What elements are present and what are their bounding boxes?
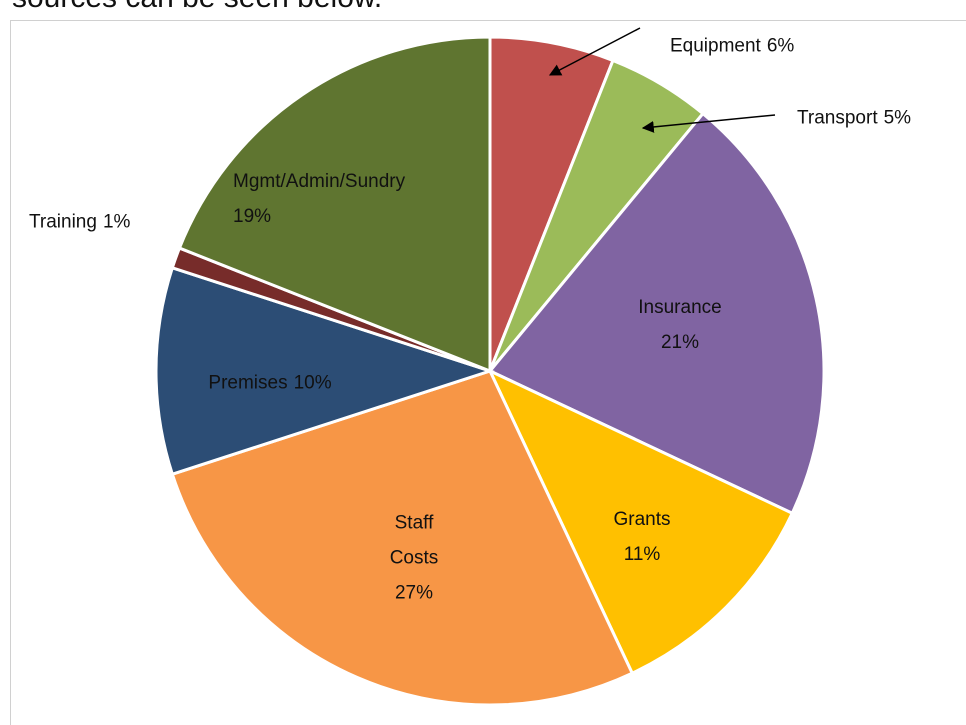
category-label: Equipment <box>670 35 761 57</box>
leader-arrow <box>548 27 641 76</box>
category-label: Grants <box>613 509 671 530</box>
category-label: Premises <box>208 372 288 394</box>
leader-arrow <box>641 114 776 133</box>
slice-label: Premises 10% <box>208 366 331 401</box>
pie-slice <box>170 369 635 707</box>
value-label: 19% <box>233 206 272 227</box>
value-label: 1% <box>102 211 131 233</box>
slice-label: Grants 11% <box>613 502 670 572</box>
chart-frame <box>10 20 966 725</box>
slice-label: Mgmt/Admin/Sundry 19% <box>233 164 405 234</box>
pie-slice <box>486 367 795 676</box>
category-label: Training <box>29 211 97 233</box>
slice-label: Insurance 21% <box>638 290 721 360</box>
category-label: Transport <box>797 107 878 129</box>
slice-label: Staff Costs 27% <box>379 506 449 611</box>
category-label: Staff Costs <box>389 512 439 569</box>
value-label: 5% <box>883 107 912 129</box>
pie-slice <box>487 111 826 516</box>
slice-label: Training 1% <box>29 205 130 240</box>
value-label: 11% <box>623 544 661 565</box>
value-label: 10% <box>293 372 332 394</box>
value-label: 21% <box>660 332 700 353</box>
value-label: 6% <box>766 35 795 57</box>
pie-slice <box>488 35 615 372</box>
category-label: Mgmt/Admin/Sundry <box>233 171 406 192</box>
slice-label: Equipment 6% <box>670 29 794 64</box>
slice-label: Transport 5% <box>797 101 911 136</box>
intro-text: sources can be seen below. <box>12 0 382 15</box>
slices <box>154 35 826 707</box>
pie-slice <box>154 265 495 477</box>
pie-slice <box>177 35 492 374</box>
category-label: Insurance <box>638 297 722 318</box>
value-label: 27% <box>394 582 434 604</box>
